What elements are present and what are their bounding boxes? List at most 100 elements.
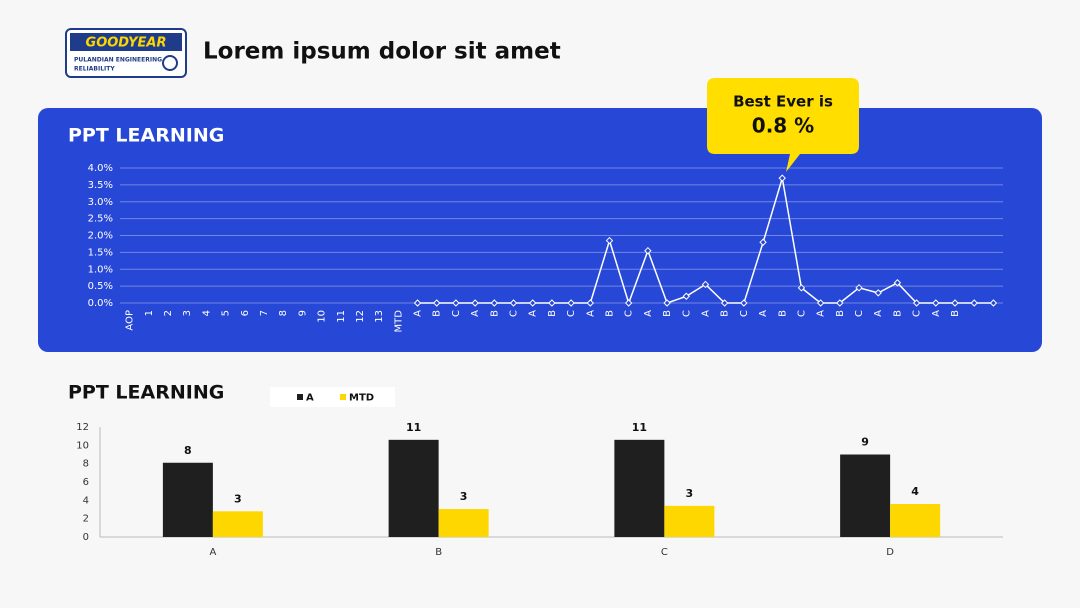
point (528, 299, 537, 307)
bar (890, 504, 941, 537)
logo-band (70, 33, 182, 51)
logo-icon (162, 55, 178, 71)
x-tick-label: A (758, 310, 769, 317)
x-tick-label: 11 (336, 310, 347, 323)
callout: Best Ever is 0.8 % (707, 78, 859, 172)
x-tick-label: B (547, 310, 558, 317)
bar (162, 462, 213, 537)
bar (438, 509, 489, 537)
point (816, 299, 825, 307)
x-tick-label: C (796, 310, 807, 317)
x-tick-label: C (509, 310, 520, 317)
x-tick-label: C (624, 310, 635, 317)
legend-label: MTD (349, 393, 374, 404)
x-tick-label: B (432, 310, 443, 317)
y-tick-label: 3.0% (88, 197, 113, 208)
y-tick-label: 3.5% (88, 180, 113, 191)
point (605, 236, 614, 245)
x-tick-label: B (835, 310, 846, 317)
y-tick-label: 10 (76, 440, 89, 451)
x-tick-label: 9 (297, 310, 308, 316)
logo: GOODYEAR PULANDIAN ENGINEERING RELIABILI… (65, 28, 187, 78)
y-tick-label: 2 (83, 514, 89, 525)
x-tick-label: 1 (144, 310, 155, 316)
x-tick-label: C (681, 310, 692, 317)
point (797, 284, 806, 292)
point (759, 238, 767, 246)
y-tick-label: 4 (83, 495, 89, 506)
point (740, 299, 748, 307)
point (663, 299, 671, 307)
y-tick-label: 0 (83, 532, 89, 543)
y-tick-label: 1.0% (88, 264, 113, 275)
x-tick-label: C (661, 547, 668, 558)
point (989, 299, 998, 307)
point (413, 299, 422, 307)
x-tick-label: MTD (393, 310, 404, 333)
point (701, 280, 710, 289)
point (567, 299, 575, 307)
chart-title: PPT LEARNING (68, 382, 224, 404)
y-tick-label: 0.5% (88, 281, 113, 292)
callout-text: Best Ever is (733, 93, 833, 111)
point (452, 299, 460, 307)
bar (664, 505, 715, 537)
x-tick-label: 8 (278, 310, 289, 316)
x-tick-label: B (662, 310, 673, 317)
point (970, 299, 978, 307)
x-tick-label: A (528, 310, 539, 317)
data-label: 11 (406, 421, 421, 434)
x-tick-label: 5 (221, 310, 232, 316)
point (586, 299, 595, 307)
x-tick-label: 7 (259, 310, 270, 316)
page-title: Lorem ipsum dolor sit amet (203, 39, 561, 65)
x-tick-label: B (777, 310, 788, 317)
x-tick-label: B (435, 547, 442, 558)
point (778, 174, 786, 182)
x-tick-label: C (566, 310, 577, 317)
point (682, 292, 690, 300)
x-tick-label: A (585, 310, 596, 317)
point (836, 299, 844, 307)
point (644, 246, 652, 255)
x-tick-label: A (873, 310, 884, 317)
point (471, 299, 479, 307)
x-tick-label: 13 (374, 310, 385, 323)
point (951, 299, 959, 307)
x-tick-label: A (643, 310, 654, 317)
x-tick-label: B (489, 310, 500, 317)
y-tick-label: 1.5% (88, 247, 113, 258)
legend-swatch (340, 394, 346, 400)
legend-box (270, 387, 395, 407)
x-tick-label: 3 (182, 310, 193, 316)
bar (614, 439, 665, 537)
x-tick-label: B (950, 310, 961, 317)
y-tick-label: 2.0% (88, 231, 113, 242)
x-tick-label: C (912, 310, 923, 317)
data-label: 11 (632, 421, 647, 434)
chart-title: PPT LEARNING (68, 125, 224, 147)
x-tick-label: 2 (163, 310, 174, 316)
x-tick-label: 12 (355, 310, 366, 323)
x-tick-label: 10 (317, 310, 328, 323)
bar (840, 454, 891, 537)
data-label: 4 (911, 485, 919, 498)
data-label: 8 (184, 444, 192, 457)
callout-value: 0.8 % (752, 114, 814, 138)
x-tick-label: B (604, 310, 615, 317)
data-label: 3 (460, 490, 468, 503)
x-tick-label: B (720, 310, 731, 317)
chart-panel (38, 108, 1042, 352)
y-tick-label: 12 (76, 422, 89, 433)
callout-bubble (707, 78, 859, 172)
x-tick-label: 6 (240, 310, 251, 316)
x-tick-label: AOP (125, 310, 136, 331)
legend-label: A (306, 393, 314, 404)
point (490, 299, 499, 307)
x-tick-label: D (886, 547, 894, 558)
bar (388, 439, 439, 537)
y-tick-label: 6 (83, 477, 89, 488)
x-tick-label: A (413, 310, 424, 317)
x-tick-label: B (892, 310, 903, 317)
